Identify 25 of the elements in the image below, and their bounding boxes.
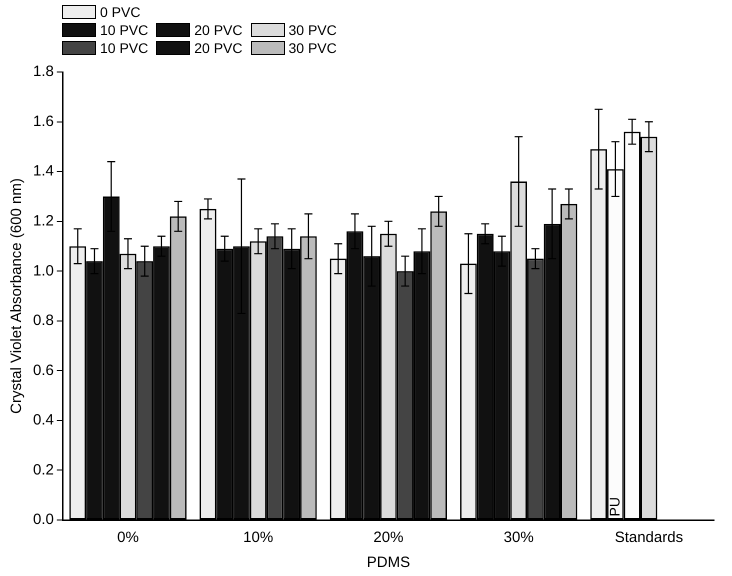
x-tick-label: 20% xyxy=(373,529,404,546)
y-tick-label: 1.0 xyxy=(32,262,54,280)
y-tick-label: 0.6 xyxy=(32,362,54,379)
legend-label: 0 PVC xyxy=(100,4,140,20)
y-tick-label: 1.6 xyxy=(32,112,54,130)
x-axis-title: PDMS xyxy=(366,554,410,572)
y-tick-label: 1.4 xyxy=(32,162,54,180)
legend-label: 20 PVC xyxy=(194,40,242,56)
x-tick-label: 0% xyxy=(117,529,139,546)
y-tick-label: 0.4 xyxy=(32,412,54,429)
y-tick-label: 0.0 xyxy=(32,511,54,528)
legend-label: 20 PVC xyxy=(194,22,242,38)
y-tick-label: 1.8 xyxy=(32,63,54,80)
y-tick-label: 1.2 xyxy=(32,212,54,230)
y-tick-label: 0.8 xyxy=(32,312,54,330)
legend-label: 10 PVC xyxy=(100,22,148,38)
x-tick-label: 10% xyxy=(243,529,274,546)
x-tick-label: Standards xyxy=(614,529,684,546)
y-axis-title: Crystal Violet Absorbance (600 nm) xyxy=(8,178,26,414)
legend-label: 30 PVC xyxy=(288,40,337,56)
x-tick-label: 30% xyxy=(504,529,534,546)
data-label: PU xyxy=(606,497,622,516)
y-tick-label: 0.2 xyxy=(32,461,54,478)
legend-label: 30 PVC xyxy=(288,22,337,38)
legend-label: 10 PVC xyxy=(100,40,148,56)
